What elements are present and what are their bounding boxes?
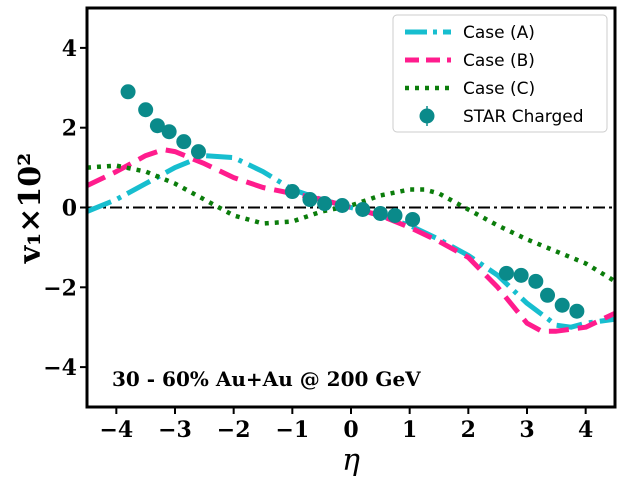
x-tick-label: 2 <box>461 417 476 443</box>
data-point-star-charged <box>569 303 585 319</box>
y-tick-label: −2 <box>43 275 77 301</box>
y-tick-label: 0 <box>62 196 77 222</box>
data-point-star-charged <box>498 265 514 281</box>
axis-ticks: −4 −3 −2 −1 0 1 2 3 4 −4 −2 0 2 4 <box>43 36 593 443</box>
series-line-case-c <box>87 163 615 284</box>
data-point-star-charged <box>284 184 300 200</box>
x-tick-label: 1 <box>402 417 417 443</box>
data-point-star-charged <box>513 267 529 283</box>
x-tick-label: 0 <box>343 417 358 443</box>
legend-label: Case (A) <box>463 23 535 43</box>
data-point-star-charged <box>372 205 388 221</box>
data-point-star-charged <box>317 196 333 212</box>
data-point-star-charged <box>528 273 544 289</box>
y-tick-label: 2 <box>62 116 77 142</box>
data-point-star-charged <box>334 198 350 214</box>
x-tick-label: 3 <box>519 417 534 443</box>
data-point-star-charged <box>554 297 570 313</box>
data-point-star-charged <box>161 124 177 140</box>
legend-label: STAR Charged <box>463 107 584 127</box>
data-point-star-charged <box>540 287 556 303</box>
data-point-star-charged <box>190 144 206 160</box>
x-tick-label: 4 <box>578 417 593 443</box>
data-point-star-charged <box>149 118 165 134</box>
x-axis-label: η <box>342 443 360 478</box>
legend-label: Case (B) <box>463 51 535 71</box>
legend-box <box>392 14 608 133</box>
data-point-star-charged <box>405 211 421 227</box>
legend-entry-star-charged: STAR Charged <box>419 106 584 127</box>
y-axis-label: v₁×10² <box>13 153 48 265</box>
data-point-star-charged <box>302 192 318 208</box>
y-tick-label: 4 <box>62 36 77 62</box>
legend-label: Case (C) <box>463 79 535 99</box>
y-tick-label: −4 <box>43 355 77 381</box>
x-tick-label: −3 <box>158 417 192 443</box>
data-point-star-charged <box>176 134 192 150</box>
data-point-star-charged <box>138 102 154 118</box>
data-point-star-charged <box>120 84 136 100</box>
series-layer <box>87 84 615 334</box>
x-tick-label: −2 <box>217 417 251 443</box>
data-point-star-charged <box>387 207 403 223</box>
legend-entry-case-b: Case (B) <box>405 51 535 71</box>
x-tick-label: −4 <box>99 417 133 443</box>
series-line-case-a <box>87 153 615 330</box>
legend: Case (A) Case (B) Case (C) STAR Charged <box>392 14 608 133</box>
legend-marker <box>419 108 435 124</box>
legend-entry-case-a: Case (A) <box>405 23 535 43</box>
series-line-case-b <box>87 147 615 334</box>
annotation-text: 30 - 60% Au+Au @ 200 GeV <box>112 367 421 391</box>
legend-entry-case-c: Case (C) <box>405 79 535 99</box>
x-tick-label: −1 <box>275 417 309 443</box>
data-point-star-charged <box>355 201 371 217</box>
series-star-charged <box>120 84 585 319</box>
